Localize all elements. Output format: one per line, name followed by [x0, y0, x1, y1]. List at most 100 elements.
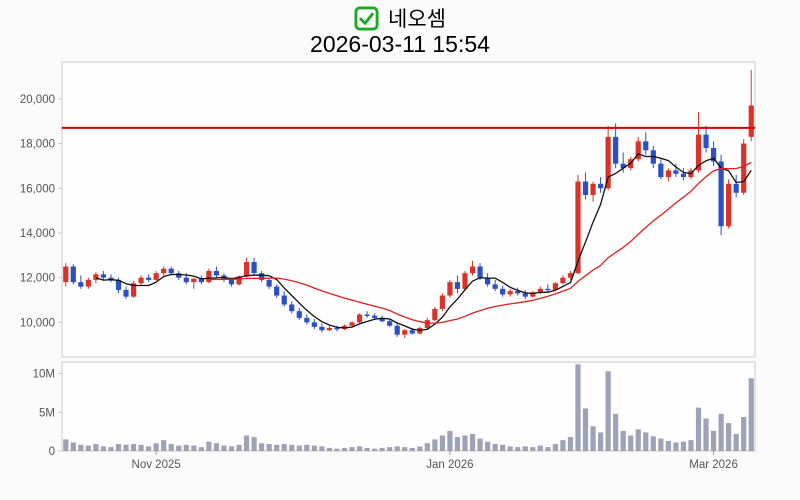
svg-text:14,000: 14,000: [20, 228, 55, 240]
candle-body: [439, 295, 445, 309]
volume-bar: [462, 435, 468, 451]
candle-body: [537, 288, 543, 293]
volume-bar: [590, 426, 596, 451]
volume-bar: [138, 444, 144, 451]
volume-bar: [349, 447, 355, 451]
volume-bar: [628, 435, 634, 451]
candle-body: [304, 317, 310, 323]
volume-bar: [605, 371, 611, 451]
volume-bar: [266, 444, 272, 451]
candle-body: [130, 283, 137, 297]
volume-bar: [191, 445, 197, 451]
candle-body: [289, 304, 295, 312]
candle-body: [552, 283, 558, 290]
volume-bar: [620, 430, 626, 451]
volume-axis-labels: 0 5M 10M: [33, 369, 62, 458]
chart-timestamp: 2026-03-11 15:54: [310, 31, 490, 57]
candle-body: [161, 268, 167, 274]
date-axis-labels: Nov 2025 Jan 2026 Mar 2026: [132, 451, 738, 471]
candle-body: [522, 293, 528, 297]
candle-body: [733, 183, 739, 193]
candle-body: [582, 181, 589, 195]
candle-body: [274, 286, 280, 296]
candle-body: [710, 148, 717, 162]
volume-bar: [394, 446, 400, 451]
candle-body: [115, 279, 122, 290]
volume-bar: [326, 447, 333, 451]
volume-bar: [123, 444, 129, 451]
candle-body: [93, 274, 99, 280]
volume-bar: [515, 447, 521, 451]
volume-bar: [379, 447, 385, 451]
candle-body: [153, 273, 159, 280]
volume-bar: [364, 447, 370, 451]
volume-bar: [650, 436, 656, 451]
candle-body: [100, 274, 107, 278]
volume-bar: [500, 444, 506, 451]
volume-bar: [447, 430, 453, 451]
volume-bar: [221, 445, 227, 451]
svg-text:0: 0: [49, 446, 55, 458]
candle-body: [484, 277, 491, 285]
volume-bar: [492, 444, 498, 451]
volume-bar: [311, 445, 317, 451]
volume-bar: [251, 437, 257, 451]
volume-bar: [530, 447, 536, 451]
candle-body: [560, 277, 566, 284]
volume-bar: [198, 447, 204, 451]
candle-body: [243, 262, 250, 277]
stock-name: 네오셈: [388, 8, 446, 31]
candle-body: [251, 262, 257, 274]
candle-body: [635, 141, 641, 160]
candle-body: [311, 322, 317, 327]
candle-body: [138, 277, 144, 284]
volume-bar: [206, 441, 212, 451]
volume-bar: [522, 446, 528, 451]
volume-bar: [726, 423, 732, 451]
volume-bar: [477, 438, 483, 451]
volume-bar: [296, 445, 302, 451]
candle-body: [432, 308, 438, 321]
volume-bar: [439, 435, 445, 451]
volume-bar: [228, 446, 235, 451]
volume-bar: [130, 444, 137, 451]
price-axis-labels: 10,000 12,000 14,000 16,000 18,000 20,000: [20, 94, 62, 329]
volume-bar: [454, 437, 461, 451]
candle-body: [658, 163, 664, 178]
volume-bar: [243, 435, 250, 451]
svg-text:16,000: 16,000: [20, 183, 55, 195]
candle-body: [492, 284, 498, 289]
candle-body: [590, 183, 596, 195]
volume-bar: [537, 445, 543, 451]
svg-text:Nov 2025: Nov 2025: [132, 459, 181, 471]
volume-bar: [289, 444, 295, 451]
volume-bar: [319, 446, 325, 451]
candle-body: [665, 170, 671, 178]
volume-bar: [70, 442, 76, 451]
candle-body: [236, 276, 242, 285]
volume-bar: [545, 447, 551, 451]
candle-body: [515, 291, 521, 294]
candle-body: [545, 288, 551, 291]
candle-body: [296, 311, 302, 318]
svg-text:20,000: 20,000: [20, 94, 55, 106]
candle-body: [198, 278, 204, 283]
candle-body: [146, 277, 152, 280]
volume-bar: [281, 444, 287, 451]
candle-body: [372, 315, 378, 318]
svg-text:Jan 2026: Jan 2026: [426, 459, 473, 471]
candle-body: [507, 291, 513, 295]
svg-text:18,000: 18,000: [20, 139, 55, 151]
ma5-line: [95, 153, 752, 332]
volume-bar: [560, 440, 566, 451]
volume-bar: [597, 432, 604, 451]
volume-bar: [613, 413, 619, 451]
volume-bars: [63, 364, 754, 451]
candle-body: [424, 320, 430, 328]
candle-body: [530, 292, 536, 297]
volume-bar: [161, 440, 167, 451]
volume-bar: [680, 441, 687, 451]
candle-body: [741, 143, 747, 193]
volume-bar: [334, 448, 340, 451]
